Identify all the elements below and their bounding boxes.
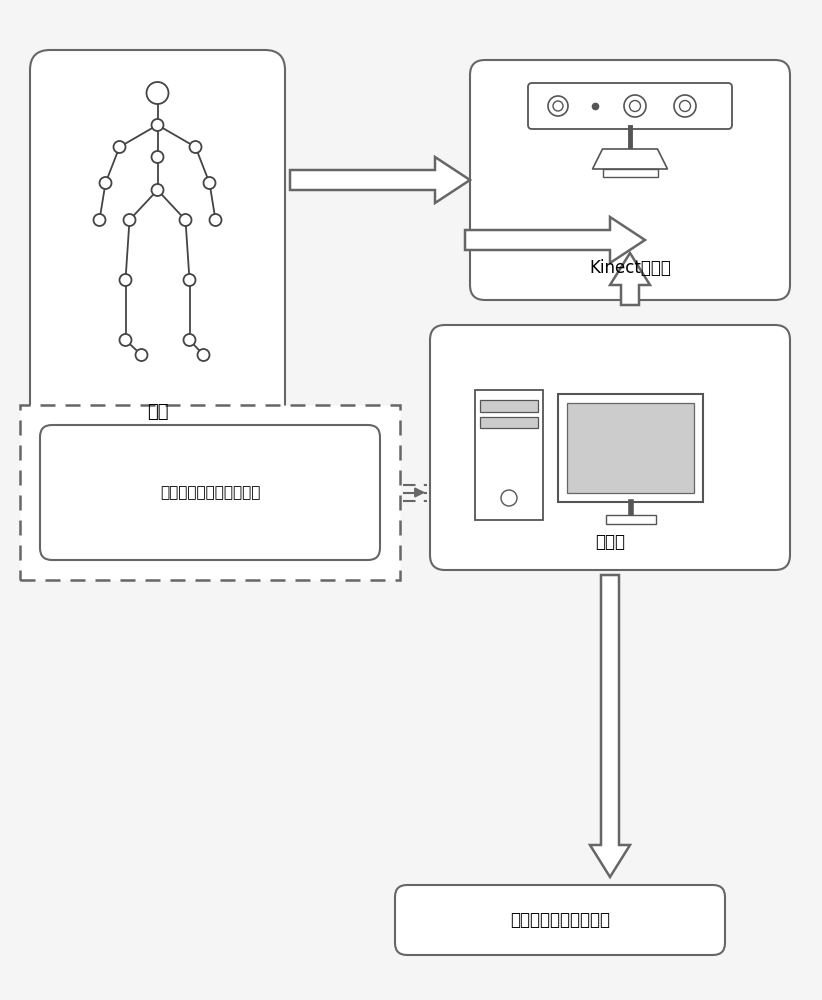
FancyBboxPatch shape xyxy=(40,425,380,560)
Text: 脊柱运动预测交互界面: 脊柱运动预测交互界面 xyxy=(510,911,610,929)
FancyBboxPatch shape xyxy=(470,60,790,300)
FancyBboxPatch shape xyxy=(30,50,285,440)
Circle shape xyxy=(113,141,126,153)
Circle shape xyxy=(630,101,640,111)
Text: Kinect传感器: Kinect传感器 xyxy=(589,259,671,277)
Circle shape xyxy=(501,490,517,506)
Circle shape xyxy=(553,101,563,111)
Circle shape xyxy=(94,214,105,226)
FancyArrow shape xyxy=(290,157,470,203)
FancyBboxPatch shape xyxy=(528,83,732,129)
Polygon shape xyxy=(593,149,667,169)
FancyBboxPatch shape xyxy=(395,885,725,955)
Circle shape xyxy=(204,177,215,189)
Bar xyxy=(475,390,543,520)
Text: 用户: 用户 xyxy=(147,403,169,421)
Circle shape xyxy=(197,349,210,361)
Circle shape xyxy=(151,184,164,196)
Circle shape xyxy=(123,214,136,226)
Circle shape xyxy=(674,95,696,117)
Bar xyxy=(603,169,658,177)
Circle shape xyxy=(210,214,221,226)
FancyBboxPatch shape xyxy=(430,325,790,570)
FancyBboxPatch shape xyxy=(20,405,400,580)
FancyArrow shape xyxy=(465,217,645,263)
Circle shape xyxy=(183,334,196,346)
Bar xyxy=(480,417,538,428)
Bar xyxy=(567,403,694,493)
Circle shape xyxy=(151,151,164,163)
Bar xyxy=(606,515,655,524)
Text: 计算机: 计算机 xyxy=(595,533,625,551)
Bar xyxy=(558,394,703,502)
Circle shape xyxy=(183,274,196,286)
FancyArrow shape xyxy=(610,253,650,305)
Circle shape xyxy=(151,119,164,131)
FancyArrow shape xyxy=(590,575,630,877)
Circle shape xyxy=(548,96,568,116)
Circle shape xyxy=(136,349,147,361)
Circle shape xyxy=(680,101,690,111)
Circle shape xyxy=(146,82,169,104)
Circle shape xyxy=(119,334,132,346)
Text: 人体脊柱运动预训练程序: 人体脊柱运动预训练程序 xyxy=(159,485,261,500)
Circle shape xyxy=(119,274,132,286)
Circle shape xyxy=(99,177,112,189)
Circle shape xyxy=(179,214,192,226)
Circle shape xyxy=(624,95,646,117)
Bar xyxy=(480,400,538,412)
Circle shape xyxy=(190,141,201,153)
